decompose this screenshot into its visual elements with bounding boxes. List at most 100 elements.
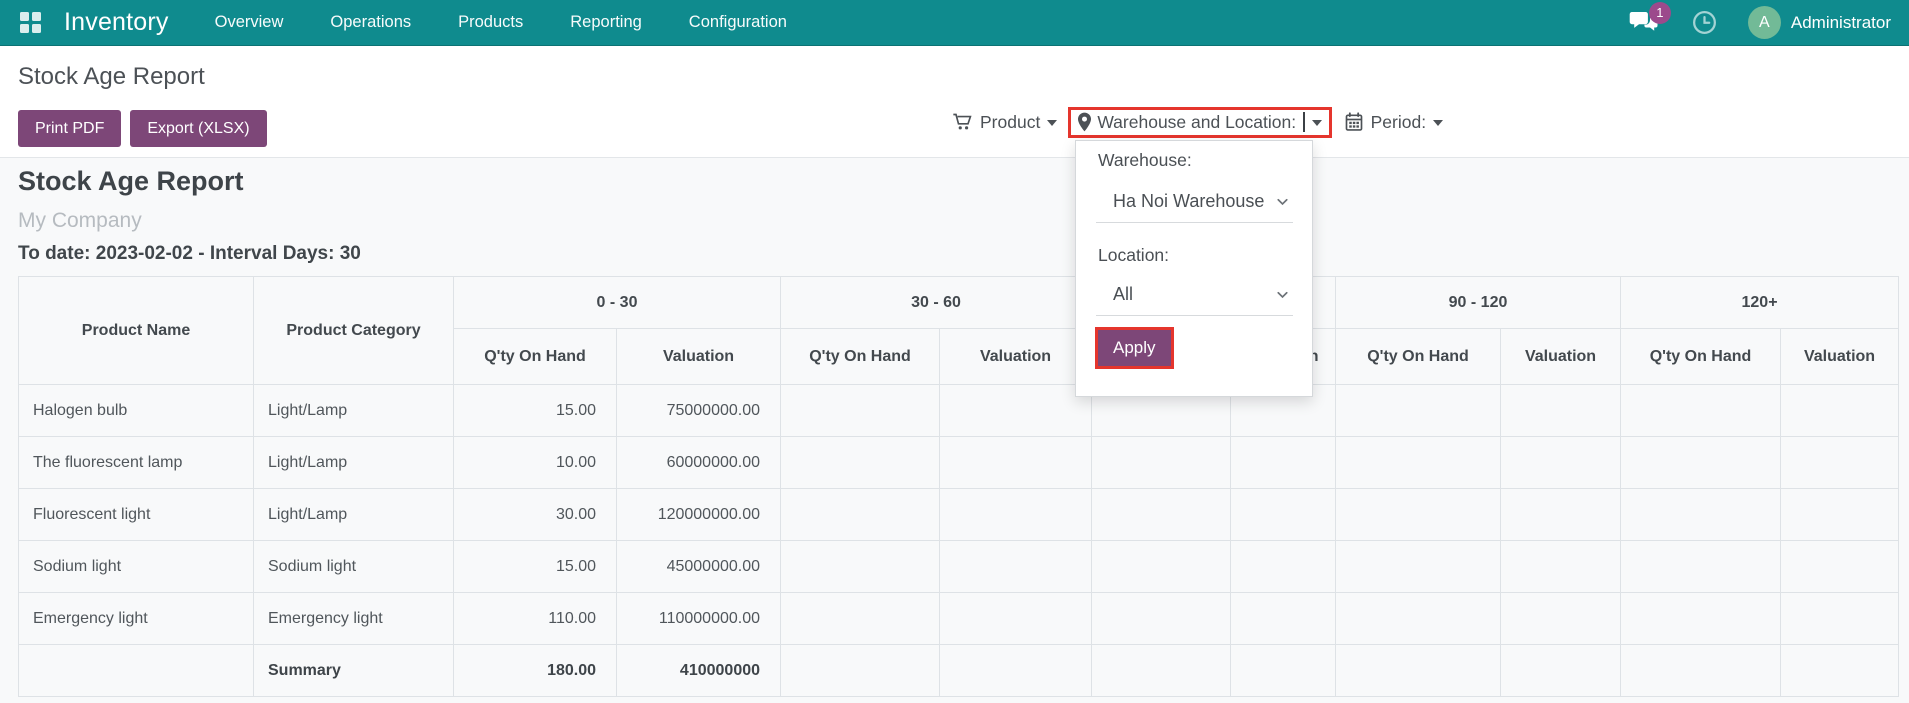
value-cell (1091, 644, 1232, 697)
value-cell (1230, 592, 1337, 645)
age-group-header: 30 - 60 (780, 276, 1093, 329)
value-cell (1780, 384, 1900, 437)
value-cell (1091, 540, 1232, 593)
apps-grid-icon[interactable] (20, 11, 42, 34)
value-cell (1620, 384, 1782, 437)
control-panel: Stock Age Report Print PDF Export (XLSX)… (0, 46, 1909, 157)
value-cell (1230, 488, 1337, 541)
text-cursor (1303, 112, 1305, 132)
value-cell: 45000000.00 (615, 540, 782, 593)
activities-clock-icon[interactable] (1691, 9, 1718, 36)
product-name-cell (18, 644, 254, 697)
warehouse-label: Warehouse: (1098, 150, 1192, 170)
product-name-cell: Sodium light (18, 540, 254, 593)
report-date-line: To date: 2023-02-02 - Interval Days: 30 (18, 243, 361, 264)
value-cell (939, 592, 1093, 645)
value-cell: 30.00 (453, 488, 617, 541)
value-cell: 110.00 (453, 592, 617, 645)
breadcrumb: Stock Age Report (18, 63, 205, 90)
col-header-product-category: Product Category (253, 276, 454, 385)
nav-item-reporting[interactable]: Reporting (570, 13, 642, 31)
table-row: Halogen bulb Light/Lamp 15.00 75000000.0… (18, 384, 1900, 437)
cart-icon (952, 112, 973, 132)
value-cell (780, 540, 941, 593)
nav-item-products[interactable]: Products (458, 13, 524, 31)
company-name: My Company (18, 209, 142, 232)
summary-row: Summary 180.00 410000000 (18, 644, 1900, 697)
chevron-down-icon (1311, 119, 1322, 131)
apply-button[interactable]: Apply (1098, 330, 1171, 366)
value-cell (1230, 644, 1337, 697)
navbar-right: 1 A Administrator (1629, 1, 1895, 39)
value-cell: 15.00 (453, 384, 617, 437)
location-selected-value: All (1113, 284, 1134, 304)
value-cell (1091, 592, 1232, 645)
location-select[interactable]: All (1096, 274, 1293, 316)
value-cell (1620, 436, 1782, 489)
col-header-product-name: Product Name (18, 276, 254, 385)
warehouse-select[interactable]: Ha Noi Warehouse (1096, 181, 1293, 223)
warehouse-location-filter-toggle[interactable]: Warehouse and Location: (1068, 106, 1332, 138)
messages-count-badge: 1 (1648, 1, 1671, 24)
messages-button[interactable]: 1 (1629, 1, 1671, 36)
map-pin-icon (1077, 112, 1092, 132)
valuation-header: Valuation (939, 328, 1093, 385)
nav-item-overview[interactable]: Overview (214, 13, 284, 31)
value-cell: 15.00 (453, 540, 617, 593)
qty-header: Q'ty On Hand (1335, 328, 1502, 385)
calendar-icon (1344, 112, 1364, 132)
app-brand[interactable]: Inventory (64, 8, 169, 36)
user-name: Administrator (1790, 12, 1891, 32)
chevron-down-icon (1277, 198, 1288, 206)
value-cell: 75000000.00 (615, 384, 782, 437)
value-cell: 120000000.00 (615, 488, 782, 541)
user-menu[interactable]: A Administrator (1747, 6, 1891, 39)
table-row: Fluorescent light Light/Lamp 30.00 12000… (18, 488, 1900, 541)
main-menu: Overview Operations Products Reporting C… (215, 13, 787, 32)
value-cell: 10.00 (453, 436, 617, 489)
value-cell (1780, 436, 1900, 489)
qty-header: Q'ty On Hand (1620, 328, 1782, 385)
product-name-cell: Fluorescent light (18, 488, 254, 541)
value-cell (1335, 436, 1502, 489)
period-filter-toggle[interactable]: Period: (1344, 111, 1444, 133)
report-view: Stock Age Report My Company To date: 202… (0, 157, 1909, 703)
product-name-cell: Halogen bulb (18, 384, 254, 437)
value-cell (1335, 644, 1502, 697)
nav-item-operations[interactable]: Operations (330, 13, 412, 31)
value-cell (1780, 540, 1900, 593)
value-cell (1335, 592, 1502, 645)
value-cell (780, 592, 941, 645)
period-filter-label: Period: (1370, 111, 1427, 132)
product-filter-label: Product (980, 111, 1041, 132)
nav-item-configuration[interactable]: Configuration (688, 13, 787, 31)
value-cell (1620, 592, 1782, 645)
value-cell (1230, 540, 1337, 593)
value-cell (939, 384, 1093, 437)
value-cell (1500, 644, 1622, 697)
value-cell (1500, 488, 1622, 541)
table-row: Sodium light Sodium light 15.00 45000000… (18, 540, 1900, 593)
value-cell (1230, 436, 1337, 489)
print-pdf-button[interactable]: Print PDF (18, 110, 122, 147)
product-category-cell: Emergency light (253, 592, 454, 645)
product-category-cell: Light/Lamp (253, 384, 454, 437)
value-cell (1500, 592, 1622, 645)
warehouse-selected-value: Ha Noi Warehouse (1113, 191, 1265, 211)
value-cell: 180.00 (453, 644, 617, 697)
value-cell: 60000000.00 (615, 436, 782, 489)
product-filter-toggle[interactable]: Product (952, 111, 1058, 133)
value-cell: 110000000.00 (615, 592, 782, 645)
value-cell (1500, 540, 1622, 593)
export-xlsx-button[interactable]: Export (XLSX) (130, 110, 267, 147)
warehouse-location-dropdown: Warehouse: Ha Noi Warehouse Location: Al… (1075, 140, 1313, 397)
user-avatar: A (1747, 6, 1781, 39)
value-cell (1780, 592, 1900, 645)
value-cell: 410000000 (615, 644, 782, 697)
table-row: The fluorescent lamp Light/Lamp 10.00 60… (18, 436, 1900, 489)
product-name-cell: The fluorescent lamp (18, 436, 254, 489)
valuation-header: Valuation (1500, 328, 1622, 385)
qty-header: Q'ty On Hand (453, 328, 617, 385)
product-name-cell: Emergency light (18, 592, 254, 645)
value-cell (780, 488, 941, 541)
